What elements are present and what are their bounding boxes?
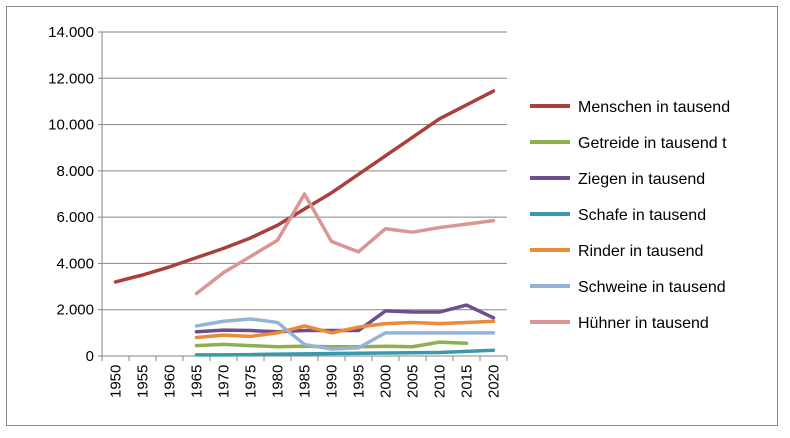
y-tick-label: 0 bbox=[86, 348, 94, 365]
y-tick-label: 2.000 bbox=[56, 302, 94, 319]
y-tick-label: 8.000 bbox=[56, 163, 94, 180]
x-tick-label: 2010 bbox=[432, 365, 449, 398]
y-tick-label: 14.000 bbox=[48, 24, 94, 41]
y-tick-label: 10.000 bbox=[48, 117, 94, 134]
y-tick-label: 6.000 bbox=[56, 209, 94, 226]
series-line-getreide bbox=[194, 340, 469, 349]
x-tick-label: 1980 bbox=[270, 365, 287, 398]
x-tick-label: 1990 bbox=[324, 365, 341, 398]
x-tick-label: 2015 bbox=[459, 365, 476, 398]
series-line-schweine bbox=[194, 317, 496, 351]
y-tick-label: 4.000 bbox=[56, 255, 94, 272]
x-tick-label: 1950 bbox=[108, 365, 125, 398]
legend-label-rinder: Rinder in tausend bbox=[578, 243, 703, 260]
x-tick-label: 1975 bbox=[243, 365, 260, 398]
x-tick-label: 2020 bbox=[486, 365, 503, 398]
series-line-schafe bbox=[194, 348, 496, 357]
series-line-hühner bbox=[194, 192, 496, 296]
x-tick-label: 2000 bbox=[378, 365, 395, 398]
x-tick-label: 1985 bbox=[297, 365, 314, 398]
x-tick-label: 1960 bbox=[162, 365, 179, 398]
legend-label-ziegen: Ziegen in tausend bbox=[578, 171, 705, 188]
legend-label-hühner: Hühner in tausend bbox=[578, 315, 709, 332]
legend-label-menschen: Menschen in tausend bbox=[578, 99, 730, 116]
legend-label-schweine: Schweine in tausend bbox=[578, 279, 726, 296]
legend-label-schafe: Schafe in tausend bbox=[578, 207, 706, 224]
x-tick-label: 1970 bbox=[216, 365, 233, 398]
series-line-menschen bbox=[113, 89, 496, 284]
x-tick-label: 1965 bbox=[189, 365, 206, 398]
x-tick-label: 1995 bbox=[351, 365, 368, 398]
legend-label-getreide: Getreide in tausend t bbox=[578, 135, 727, 152]
x-tick-label: 1955 bbox=[135, 365, 152, 398]
y-tick-label: 12.000 bbox=[48, 70, 94, 87]
series-line-rinder bbox=[194, 319, 496, 340]
x-tick-label: 2005 bbox=[405, 365, 422, 398]
